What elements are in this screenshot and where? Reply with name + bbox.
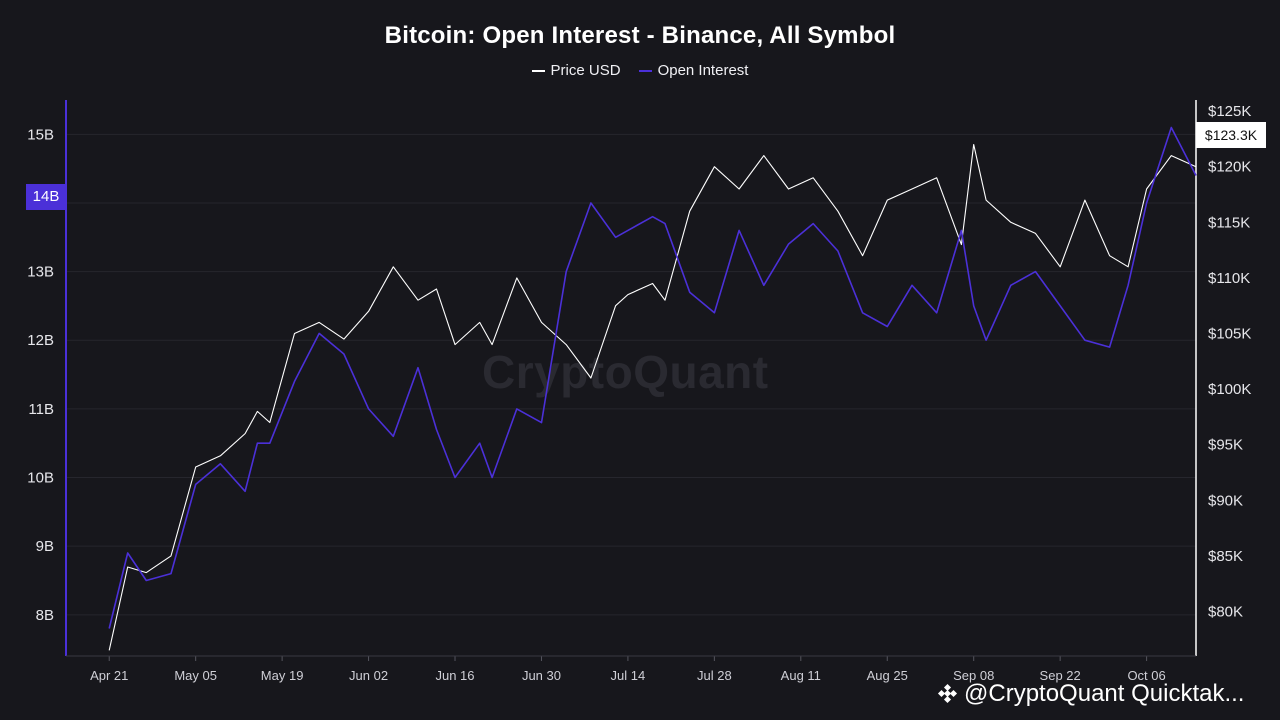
series-line-open-interest: [108, 126, 1197, 629]
legend: Price USD Open Interest: [0, 62, 1280, 79]
y-left-tick-label: 15B: [27, 126, 54, 143]
tick-labels: 8B 9B 10B 11B 12B 13B 14B 15B $80K $85K $90K $95K $1…: [27, 103, 1251, 683]
y-right-tick-label: $85K: [1208, 548, 1243, 565]
grid: [66, 133, 1196, 616]
y-left-tick-label: 10B: [27, 470, 54, 487]
x-tick-label: Jun 02: [349, 668, 388, 683]
y-left-tick-label: 8B: [36, 607, 54, 624]
x-tick-label: Sep 22: [1040, 668, 1081, 683]
y-left-tick-label: 9B: [36, 538, 54, 555]
legend-swatch-open-interest: [638, 69, 652, 72]
x-tick-label: Jul 14: [611, 668, 646, 683]
axes: [65, 100, 1197, 661]
x-tick-label: Sep 08: [953, 668, 994, 683]
series-group: [108, 126, 1197, 651]
legend-label-open-interest: Open Interest: [657, 62, 749, 79]
y-right-tick-label: $115K: [1208, 214, 1250, 231]
binance-diamond-icon: [937, 683, 958, 704]
x-tick-label: Aug 11: [781, 668, 821, 683]
watermark: CryptoQuant: [482, 346, 769, 398]
series-line-price-usd: [108, 143, 1197, 651]
current-oi-badge: 14B: [26, 184, 66, 210]
x-tick-label: Apr 21: [90, 668, 128, 683]
y-left-tick-label: 11B: [28, 401, 54, 418]
y-right-tick-label: $125K: [1208, 103, 1251, 120]
y-left-tick-label: 12B: [27, 332, 54, 349]
legend-label-price: Price USD: [550, 62, 621, 79]
chart-title: Bitcoin: Open Interest - Binance, All Sy…: [384, 22, 896, 49]
x-tick-label: Aug 25: [867, 668, 908, 683]
footer-text: @CryptoQuant Quicktak...: [964, 680, 1245, 707]
x-tick-label: Oct 06: [1127, 668, 1165, 683]
x-tick-label: Jun 16: [435, 668, 474, 683]
legend-swatch-price: [531, 69, 545, 72]
y-right-tick-label: $95K: [1208, 437, 1243, 454]
x-tick-label: May 05: [174, 668, 217, 683]
y-right-tick-label: $90K: [1208, 492, 1243, 509]
y-right-tick-label: $100K: [1208, 381, 1251, 398]
y-left-tick-label: 13B: [27, 264, 54, 281]
y-right-tick-label: $120K: [1208, 159, 1251, 176]
footer-attribution: @CryptoQuant Quicktak...: [937, 680, 1245, 708]
y-right-tick-label: $110K: [1208, 270, 1250, 287]
x-tick-label: Jul 28: [697, 668, 732, 683]
y-right-tick-label: $80K: [1208, 604, 1243, 621]
y-right-tick-label: $105K: [1208, 326, 1251, 343]
legend-item-open-interest[interactable]: Open Interest: [638, 62, 749, 79]
last-price-badge: $123.3K: [1196, 122, 1266, 148]
x-tick-label: Jun 30: [522, 668, 561, 683]
legend-item-price[interactable]: Price USD: [531, 62, 621, 79]
x-tick-label: May 19: [261, 668, 304, 683]
